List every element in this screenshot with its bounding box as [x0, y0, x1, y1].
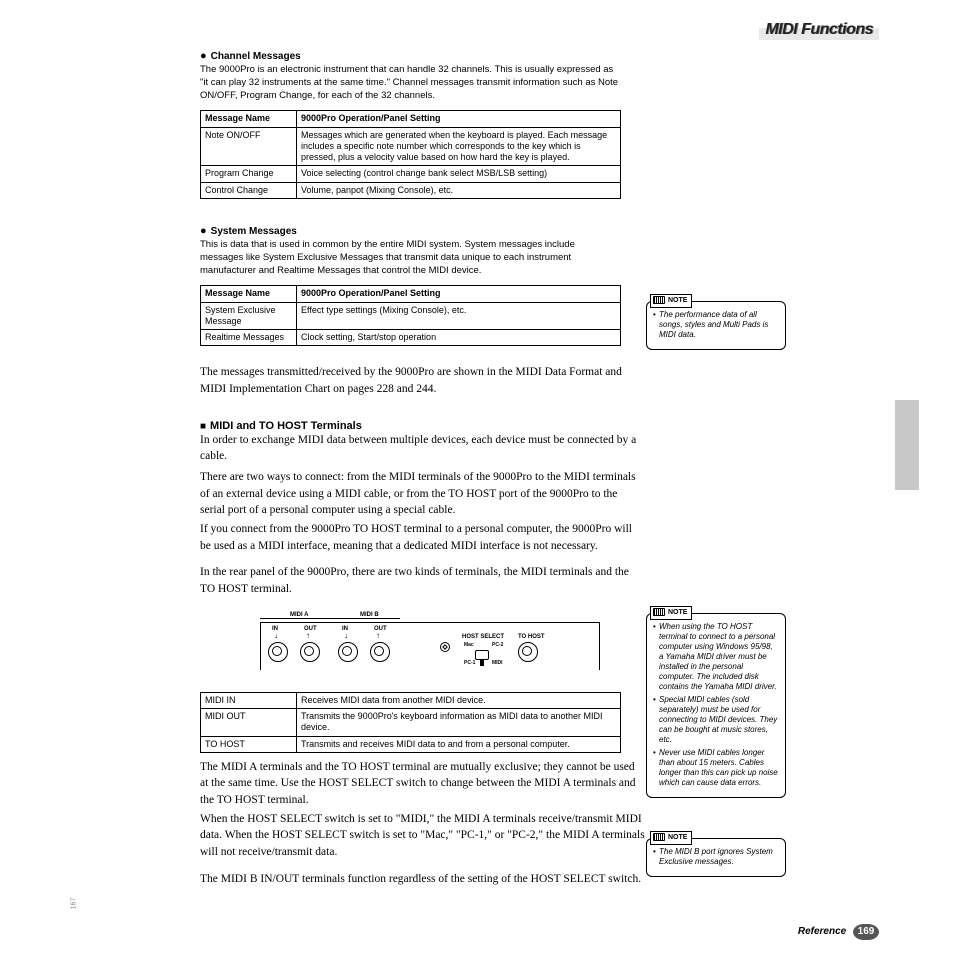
system-th2: 9000Pro Operation/Panel Setting: [297, 286, 621, 302]
channel-body: The 9000Pro is an electronic instrument …: [200, 64, 620, 102]
note-item: The performance data of all songs, style…: [659, 310, 779, 340]
cell: System Exclusive Message: [201, 302, 297, 330]
cell: Program Change: [201, 166, 297, 182]
diagram-label: PC-1: [464, 660, 475, 666]
cell: TO HOST: [201, 736, 297, 752]
cell: Realtime Messages: [201, 330, 297, 346]
cell: Clock setting, Start/stop operation: [297, 330, 621, 346]
cell: Voice selecting (control change bank sel…: [297, 166, 621, 182]
system-th1: Message Name: [201, 286, 297, 302]
system-body: This is data that is used in common by t…: [200, 239, 620, 277]
cell: Transmits and receives MIDI data to and …: [297, 736, 621, 752]
diagram-label: TO HOST: [518, 634, 545, 640]
paragraph-host-select: When the HOST SELECT switch is set to "M…: [200, 811, 645, 861]
diagram-label: MIDI: [492, 660, 503, 666]
cell: Volume, panpot (Mixing Console), etc.: [297, 182, 621, 198]
channel-messages-heading: ●Channel Messages: [200, 50, 884, 62]
table-row: Note ON/OFFMessages which are generated …: [201, 127, 621, 166]
channel-table: Message Name 9000Pro Operation/Panel Set…: [200, 110, 621, 199]
diagram-label: PC-2: [492, 642, 503, 648]
note-item: When using the TO HOST terminal to conne…: [659, 622, 779, 692]
system-heading-text: System Messages: [211, 226, 297, 237]
cell: MIDI OUT: [201, 709, 297, 737]
cell: Messages which are generated when the ke…: [297, 127, 621, 166]
system-table: Message Name 9000Pro Operation/Panel Set…: [200, 285, 621, 346]
note-label: NOTE: [650, 606, 692, 620]
note-box-3: NOTE The MIDI B port ignores System Excl…: [646, 825, 786, 877]
terminals-p2: There are two ways to connect: from the …: [200, 469, 645, 519]
terminals-p3: If you connect from the 9000Pro TO HOST …: [200, 521, 645, 554]
note-item: Never use MIDI cables longer than about …: [659, 748, 779, 788]
rear-panel-diagram: MIDI A MIDI B IN OUT IN OUT ↓ ↑ ↓ ↑ HOST…: [260, 612, 600, 682]
cell: Note ON/OFF: [201, 127, 297, 166]
diagram-label: Mac: [464, 642, 474, 648]
cell: MIDI IN: [201, 692, 297, 708]
page-footer: Reference 169: [798, 924, 879, 940]
note-box-1: NOTE The performance data of all songs, …: [646, 288, 786, 350]
terminals-heading-text: MIDI and TO HOST Terminals: [210, 420, 362, 432]
page-number: 169: [853, 924, 879, 940]
cell: Transmits the 9000Pro's keyboard informa…: [297, 709, 621, 737]
cell: Receives MIDI data from another MIDI dev…: [297, 692, 621, 708]
paragraph-midib: The MIDI B IN/OUT terminals function reg…: [200, 871, 645, 888]
diagram-label: HOST SELECT: [462, 634, 504, 640]
side-page-number: 167: [70, 898, 77, 910]
page-header-title: MIDI Functions: [759, 20, 879, 40]
table-row: MIDI OUTTransmits the 9000Pro's keyboard…: [201, 709, 621, 737]
table-row: Program ChangeVoice selecting (control c…: [201, 166, 621, 182]
table-row: Realtime MessagesClock setting, Start/st…: [201, 330, 621, 346]
terminals-heading: ■MIDI and TO HOST Terminals: [200, 420, 884, 432]
paragraph-exclusive: The MIDI A terminals and the TO HOST ter…: [200, 759, 645, 809]
terminals-p4: In the rear panel of the 9000Pro, there …: [200, 564, 645, 597]
note-label: NOTE: [650, 831, 692, 845]
note-item: Special MIDI cables (sold separately) mu…: [659, 695, 779, 745]
table-row: System Exclusive MessageEffect type sett…: [201, 302, 621, 330]
table-row: MIDI INReceives MIDI data from another M…: [201, 692, 621, 708]
note-item: The MIDI B port ignores System Exclusive…: [659, 847, 779, 867]
note-label: NOTE: [650, 294, 692, 308]
table-row: Control ChangeVolume, panpot (Mixing Con…: [201, 182, 621, 198]
cell: Control Change: [201, 182, 297, 198]
channel-heading-text: Channel Messages: [211, 51, 301, 62]
system-messages-heading: ●System Messages: [200, 225, 884, 237]
table-row: TO HOSTTransmits and receives MIDI data …: [201, 736, 621, 752]
paragraph-messages-ref: The messages transmitted/received by the…: [200, 364, 645, 397]
cell: Effect type settings (Mixing Console), e…: [297, 302, 621, 330]
channel-th1: Message Name: [201, 111, 297, 127]
footer-ref: Reference: [798, 926, 846, 937]
page-content: MIDI Functions ●Channel Messages The 900…: [0, 0, 954, 907]
connection-table: MIDI INReceives MIDI data from another M…: [200, 692, 621, 753]
channel-th2: 9000Pro Operation/Panel Setting: [297, 111, 621, 127]
terminals-p1: In order to exchange MIDI data between m…: [200, 432, 645, 465]
note-box-2: NOTE When using the TO HOST terminal to …: [646, 600, 786, 798]
